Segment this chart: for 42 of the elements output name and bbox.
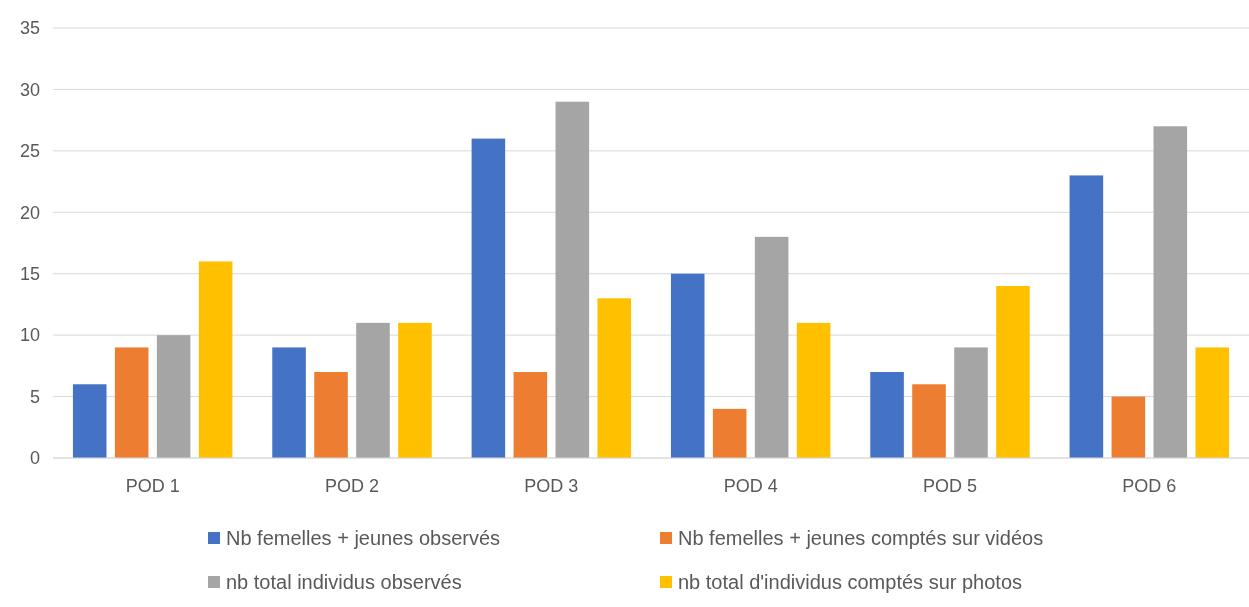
y-tick-label: 20 bbox=[19, 202, 40, 223]
y-tick-label: 35 bbox=[19, 18, 40, 39]
bar bbox=[954, 347, 988, 458]
bar bbox=[1153, 126, 1188, 458]
x-tick-label: POD 5 bbox=[922, 476, 978, 496]
x-tick-label: POD 4 bbox=[723, 476, 778, 496]
bar bbox=[996, 286, 1030, 458]
y-tick-label: 5 bbox=[29, 386, 40, 407]
x-tick-label: POD 3 bbox=[524, 476, 579, 496]
x-tick-label: POD 1 bbox=[125, 476, 180, 496]
legend-label: nb total individus observés bbox=[226, 571, 462, 593]
bar bbox=[471, 138, 506, 458]
y-tick-label: 30 bbox=[19, 79, 40, 100]
bar bbox=[870, 372, 904, 458]
bar bbox=[1111, 396, 1146, 458]
bar bbox=[555, 101, 590, 458]
y-tick-label: 25 bbox=[19, 141, 40, 162]
x-tick-label: POD 6 bbox=[1122, 476, 1177, 496]
bar bbox=[314, 372, 348, 458]
y-tick-label: 15 bbox=[19, 264, 40, 285]
legend-label: Nb femelles + jeunes comptés sur vidéos bbox=[678, 527, 1044, 549]
bar bbox=[156, 335, 191, 458]
bar bbox=[712, 408, 747, 458]
bar bbox=[1195, 347, 1230, 458]
bar bbox=[513, 372, 548, 458]
y-tick-label: 10 bbox=[19, 325, 40, 346]
bar bbox=[114, 347, 149, 458]
bar bbox=[398, 322, 432, 458]
bar bbox=[796, 322, 831, 458]
bar bbox=[272, 347, 306, 458]
x-tick-label: POD 2 bbox=[324, 476, 380, 496]
y-tick-label: 0 bbox=[29, 448, 40, 469]
bar bbox=[198, 261, 233, 458]
bar bbox=[754, 236, 789, 458]
legend-label: nb total d'individus comptés sur photos bbox=[678, 571, 1023, 593]
bar bbox=[356, 322, 390, 458]
legend-label: Nb femelles + jeunes observés bbox=[226, 527, 501, 549]
bar bbox=[597, 298, 632, 458]
bar bbox=[670, 273, 705, 458]
bar bbox=[912, 384, 946, 458]
bar bbox=[1069, 175, 1104, 458]
bar bbox=[72, 384, 107, 458]
